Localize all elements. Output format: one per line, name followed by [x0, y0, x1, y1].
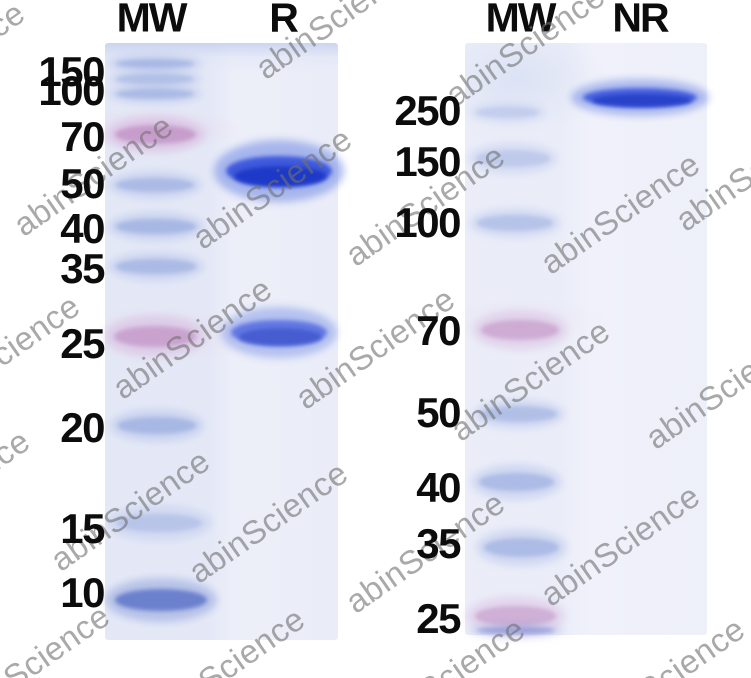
- band-halo: [109, 409, 205, 442]
- marker-band: [109, 409, 205, 442]
- band-halo: [468, 622, 564, 639]
- band-halo: [107, 251, 205, 282]
- band-core: [475, 107, 539, 118]
- marker-band: [472, 310, 568, 350]
- marker-band: [107, 69, 203, 89]
- band-halo: [467, 142, 559, 175]
- band-halo: [468, 207, 562, 239]
- mw-ladder-label-150-left: 150: [38, 48, 105, 95]
- right-panel-nonreduced-lane-label: NR: [612, 0, 669, 41]
- band-halo: [106, 504, 212, 542]
- marker-band: [468, 102, 546, 123]
- band-halo: [475, 528, 568, 567]
- band-core: [113, 325, 197, 347]
- band-core: [477, 626, 555, 635]
- band-halo: [107, 211, 205, 242]
- band-core: [116, 74, 194, 84]
- marker-band: [105, 115, 205, 154]
- marker-band: [465, 596, 565, 636]
- marker-band: [468, 622, 564, 639]
- band-halo: [107, 54, 203, 73]
- band-halo: [107, 84, 203, 104]
- marker-band: [104, 315, 206, 357]
- band-core: [479, 472, 554, 492]
- marker-band: [470, 463, 563, 501]
- mw-ladder-label-250-right: 250: [394, 87, 461, 134]
- band-halo: [468, 102, 546, 123]
- mw-ladder-label-25-right: 25: [416, 595, 461, 642]
- marker-band: [104, 577, 218, 623]
- band-core: [476, 150, 550, 167]
- mw-ladder-label-40-right: 40: [416, 464, 461, 511]
- mw-ladder-label-35-left: 35: [60, 245, 105, 292]
- marker-band: [106, 504, 212, 542]
- band-core: [116, 259, 196, 274]
- band-core: [118, 417, 196, 434]
- marker-band: [107, 211, 205, 242]
- mw-ladder-label-70-left: 70: [60, 113, 105, 160]
- band-core: [481, 406, 557, 422]
- watermark-text: abinScience: [0, 0, 32, 131]
- mw-ladder-label-150-right: 150: [394, 138, 461, 185]
- sample-band: [570, 78, 710, 117]
- band-core: [116, 178, 194, 192]
- marker-band: [467, 142, 559, 175]
- mw-ladder-label-10-left: 10: [60, 569, 105, 616]
- band-core: [116, 219, 196, 234]
- band-core: [116, 89, 194, 99]
- band-deep-core: [238, 328, 323, 346]
- mw-ladder-label-40-left: 40: [60, 205, 105, 252]
- marker-band: [472, 398, 566, 430]
- band-core: [115, 588, 207, 612]
- band-halo: [107, 171, 203, 199]
- band-core: [114, 125, 196, 144]
- marker-band: [107, 54, 203, 73]
- mw-ladder-label-50-right: 50: [416, 389, 461, 436]
- mw-ladder-label-35-right: 35: [416, 520, 461, 567]
- mw-ladder-label-50-left: 50: [60, 160, 105, 207]
- band-halo: [107, 69, 203, 89]
- sample-band: [220, 306, 338, 359]
- band-core: [477, 215, 553, 231]
- mw-ladder-label-20-left: 20: [60, 404, 105, 451]
- band-core: [484, 538, 559, 557]
- marker-band: [475, 528, 568, 567]
- marker-band: [107, 84, 203, 104]
- band-halo: [472, 398, 566, 430]
- marker-band: [107, 251, 205, 282]
- left-panel-mw-lane-label: MW: [116, 0, 188, 41]
- band-deep-core: [234, 165, 328, 187]
- band-core: [481, 320, 559, 340]
- band-core: [116, 58, 194, 69]
- band-core: [115, 513, 203, 533]
- band-core: [474, 606, 556, 626]
- left-panel-reduced-lane-label: R: [269, 0, 299, 41]
- mw-ladder-label-100-right: 100: [394, 199, 461, 246]
- mw-ladder-label-15-left: 15: [60, 505, 105, 552]
- marker-band: [107, 171, 203, 199]
- sample-band: [214, 140, 344, 202]
- marker-band: [468, 207, 562, 239]
- band-halo: [470, 463, 563, 501]
- watermark-text: abinScience: [0, 421, 37, 559]
- mw-ladder-label-100-left: 100: [38, 67, 105, 114]
- band-deep-core: [592, 94, 692, 108]
- right-panel-mw-lane-label: MW: [485, 0, 557, 41]
- mw-ladder-label-70-right: 70: [416, 307, 461, 354]
- mw-ladder-label-25-left: 25: [60, 320, 105, 367]
